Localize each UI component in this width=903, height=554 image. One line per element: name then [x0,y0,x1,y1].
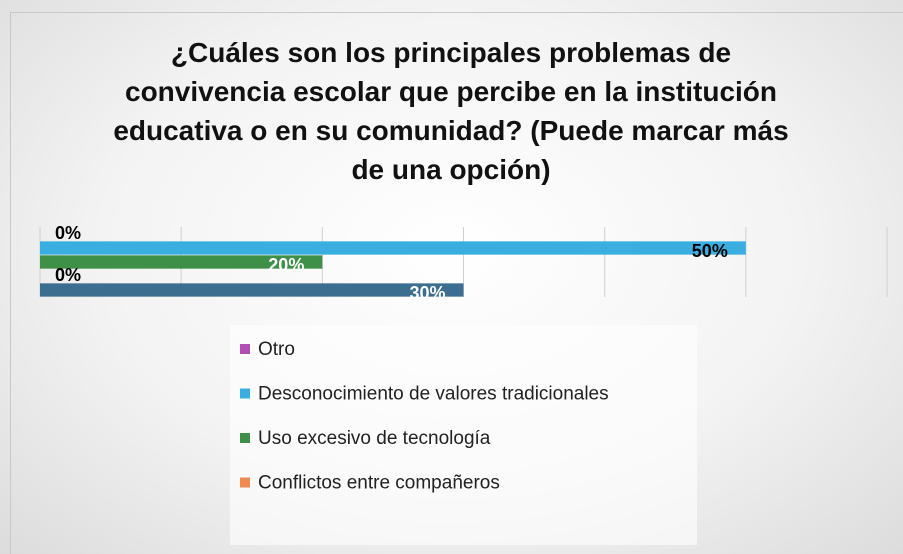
bar [40,241,746,255]
legend-label: Conflictos entre compañeros [258,473,500,494]
bar [40,283,464,297]
legend-swatch [240,477,250,488]
legend-swatch [240,388,250,399]
data-label: 30% [409,283,445,303]
bar [40,255,323,269]
data-label: 0% [55,223,81,243]
data-label: 0% [55,265,81,285]
chart-frame [10,12,903,554]
legend-swatch [240,433,250,443]
data-label: 20% [268,255,304,275]
legend-label: Desconocimiento de valores tradicionales [258,384,609,405]
legend-label: Otro [258,339,295,360]
legend-box [230,325,697,545]
legend-label: Uso excesivo de tecnología [258,428,491,449]
data-label: 50% [692,241,728,261]
chart-title: ¿Cuáles son los principales problemas de… [113,37,789,185]
legend-swatch [240,344,250,354]
